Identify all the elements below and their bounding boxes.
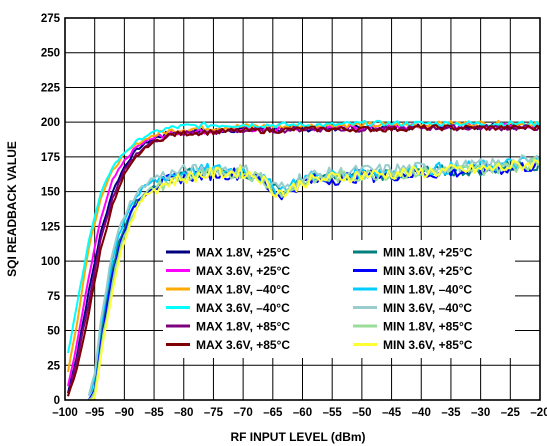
y-tick-label: 275 [41,13,61,25]
y-axis-label: SQI READBACK VALUE [5,141,19,277]
legend: MAX 1.8V, +25°C MAX 3.6V, +25°C MAX 1.8V, … [163,240,515,358]
legend-background [163,240,515,358]
y-tick-label: 175 [41,152,61,164]
legend-label: MIN 1.8V, +25°C [383,246,473,260]
y-tick-label: 100 [41,256,60,268]
legend-label: MAX 1.8V, +85°C [196,320,290,334]
series-line-11 [88,156,541,401]
y-tick-label: 125 [41,221,61,233]
x-axis-label: RF INPUT LEVEL (dBm) [230,430,365,444]
legend-label: MAX 3.6V, +85°C [196,338,290,352]
legend-label: MIN 3.6V, +25°C [383,264,473,278]
series-group [67,119,541,401]
y-tick-label: 25 [47,360,60,372]
series-line-6 [67,124,541,397]
x-tick-label: –75 [204,407,224,419]
series-line-12 [88,159,541,401]
x-tick-label: –60 [293,407,312,419]
series-line-4 [67,119,541,354]
legend-label: MAX 3.6V, +25°C [196,264,290,278]
legend-label: MAX 3.6V, –40°C [196,301,290,315]
x-tick-label: –50 [352,407,371,419]
x-tick-label: –100 [52,407,78,419]
plot-frame [64,17,541,401]
x-tick-label: –95 [85,407,105,419]
legend-label: MAX 1.8V, +25°C [196,246,290,260]
x-tick-label: –70 [234,407,253,419]
y-tick-label: 200 [41,117,60,129]
x-tick-label: –65 [263,407,283,419]
x-tick-label: –80 [174,407,193,419]
series-line-3 [67,119,541,373]
x-tick-label: –90 [115,407,134,419]
y-axis-ticks: 0 25 50 75 100 125 150 175 200 225 250 275 [41,13,61,407]
y-tick-label: 75 [47,291,60,303]
y-tick-label: 0 [54,395,60,407]
legend-label: MIN 3.6V, –40°C [383,301,472,315]
legend-label: MIN 1.8V, +85°C [383,320,473,334]
x-tick-label: –85 [144,407,164,419]
legend-label: MIN 1.8V, –40°C [383,283,472,297]
y-tick-label: 225 [41,82,61,94]
x-tick-label: –45 [382,407,402,419]
x-tick-label: –25 [501,407,521,419]
legend-label: MIN 3.6V, +85°C [383,338,473,352]
y-tick-label: 150 [41,187,60,199]
x-tick-label: –40 [412,407,431,419]
x-tick-label: –20 [530,407,547,419]
y-tick-label: 250 [41,48,60,60]
x-tick-label: –35 [441,407,461,419]
y-tick-label: 50 [47,326,60,338]
x-axis-ticks: –100 –95 –90 –85 –80 –75 –70 –65 –60 –55 –50 –45 –40… [52,407,547,419]
x-tick-label: –55 [323,407,343,419]
x-tick-label: –30 [471,407,490,419]
legend-label: MAX 1.8V, –40°C [196,283,290,297]
series-line-10 [87,154,541,396]
